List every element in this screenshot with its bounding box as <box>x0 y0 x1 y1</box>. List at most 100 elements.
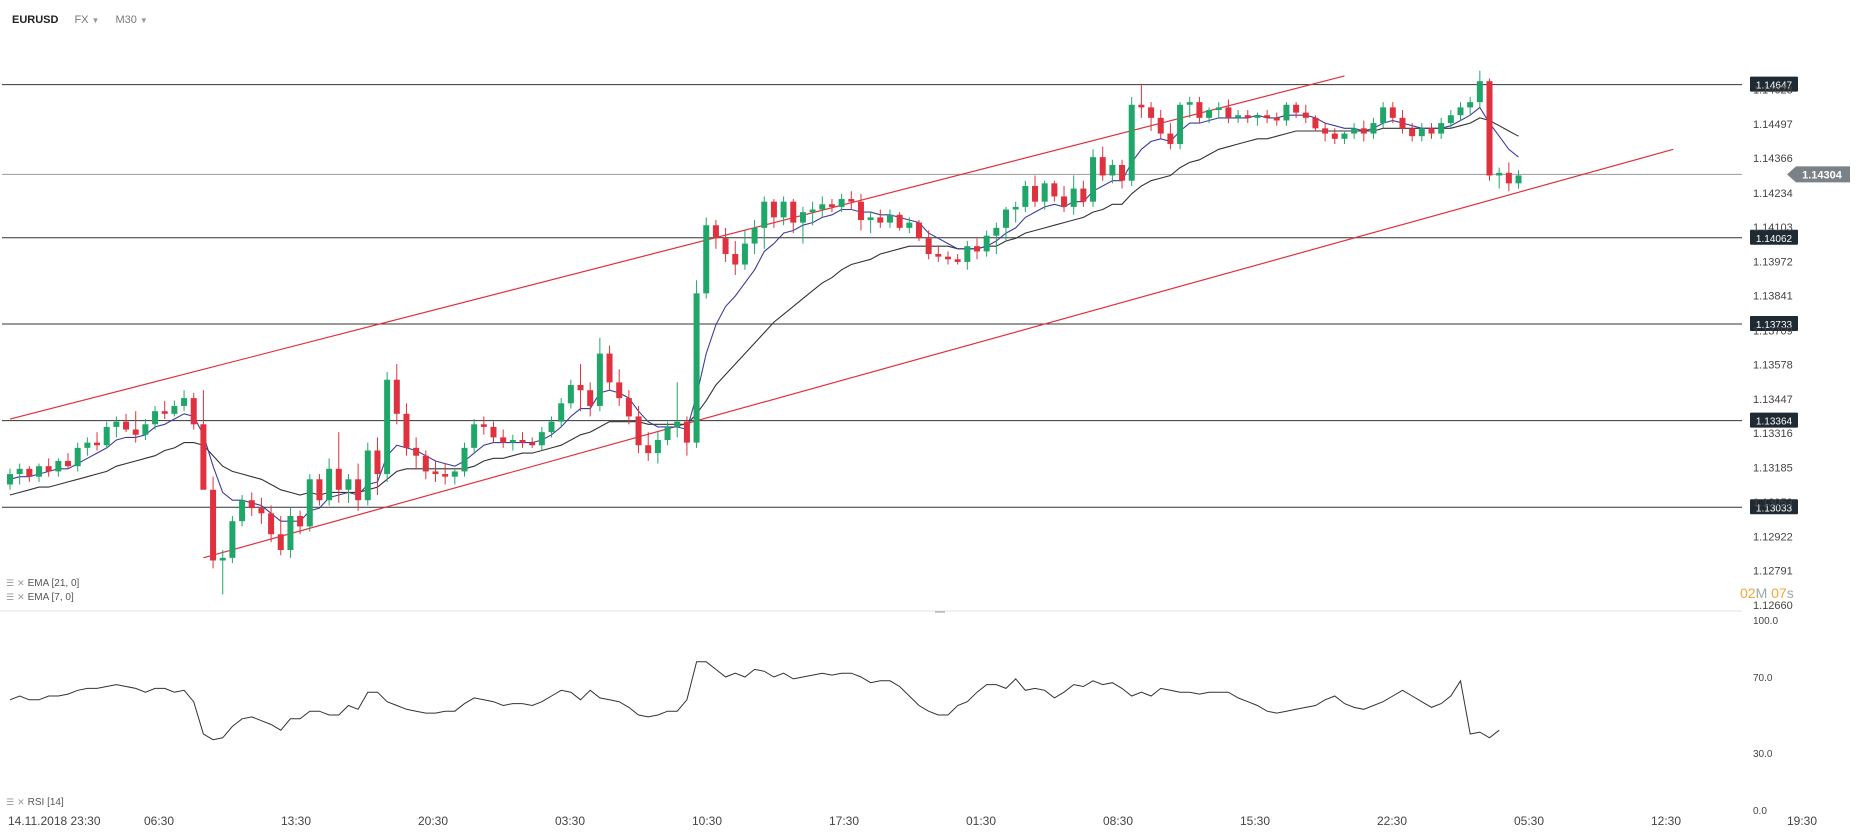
candle-body <box>751 227 758 244</box>
candle <box>103 421 110 448</box>
candle <box>1505 162 1512 192</box>
candle <box>1360 120 1367 142</box>
price-level-label: 1.14647 <box>1756 81 1793 92</box>
candle <box>384 371 391 482</box>
candle <box>1167 123 1174 150</box>
candle-body <box>123 421 130 430</box>
candle <box>1370 117 1377 139</box>
candle-body <box>1428 128 1435 134</box>
candle-body <box>1148 107 1155 118</box>
chart-header: EURUSD FX ▼ M30 ▼ <box>12 14 148 26</box>
candle <box>741 230 748 270</box>
candle-body <box>335 468 342 490</box>
candle-body <box>1380 107 1387 124</box>
price-level-badge <box>1750 76 1798 92</box>
candle <box>828 199 835 213</box>
candle <box>1341 130 1348 145</box>
indicator-ema21[interactable]: ☰ ✕ EMA [21, 0] <box>6 578 79 589</box>
ema21-line <box>9 117 1519 496</box>
candle <box>345 474 352 503</box>
candle <box>529 437 536 448</box>
candle-body <box>915 222 922 239</box>
y-tick-label: 1.13972 <box>1753 256 1793 268</box>
candle <box>1090 149 1097 207</box>
candle <box>1206 107 1213 124</box>
candle <box>1273 112 1280 126</box>
candle <box>268 505 275 543</box>
candle-body <box>355 479 362 501</box>
candle-body <box>1264 115 1271 118</box>
candle-body <box>654 440 661 454</box>
indicator-ema21-label: EMA [21, 0] <box>27 578 80 589</box>
candle-body <box>616 382 623 399</box>
close-icon[interactable]: ✕ <box>17 578 25 588</box>
candle <box>277 515 284 556</box>
candle <box>219 550 226 595</box>
y-tick-label: 1.12791 <box>1753 566 1793 578</box>
candle <box>664 421 671 446</box>
candle-body <box>1351 128 1358 134</box>
menu-icon[interactable]: ☰ <box>6 797 15 807</box>
candle-body <box>36 466 43 477</box>
symbol-label[interactable]: EURUSD <box>12 14 59 26</box>
x-tick-label: 19:30 <box>1787 814 1817 828</box>
candle-body <box>529 442 536 446</box>
menu-icon[interactable]: ☰ <box>6 592 15 602</box>
candle <box>26 466 33 482</box>
candle <box>964 240 971 270</box>
candle-body <box>1505 172 1512 184</box>
candle <box>683 416 690 456</box>
candle-body <box>500 437 507 443</box>
candle-body <box>935 254 942 257</box>
market-selector[interactable]: FX ▼ <box>74 14 99 26</box>
candle <box>877 209 884 228</box>
close-icon[interactable]: ✕ <box>17 797 25 807</box>
candle-countdown: 02M 07s <box>1740 585 1794 601</box>
candle <box>809 201 816 226</box>
menu-icon[interactable]: ☰ <box>6 578 15 588</box>
candle <box>442 463 449 485</box>
candle <box>770 199 777 228</box>
candle-body <box>693 293 700 443</box>
candle-body <box>277 534 284 550</box>
candle <box>1438 117 1445 139</box>
price-level-label: 1.13364 <box>1756 417 1793 428</box>
candle-body <box>1273 117 1280 121</box>
candle <box>558 398 565 427</box>
candle-body <box>103 426 110 446</box>
candle <box>123 413 130 433</box>
y-tick-label: 1.13185 <box>1753 463 1793 475</box>
candle <box>1225 99 1232 124</box>
candle-body <box>384 379 391 475</box>
indicator-rsi[interactable]: ☰ ✕ RSI [14] <box>6 797 64 808</box>
candle-body <box>1360 128 1367 134</box>
candle <box>1351 123 1358 139</box>
indicator-ema7[interactable]: ☰ ✕ EMA [7, 0] <box>6 592 74 603</box>
candle-body <box>248 500 255 509</box>
candle <box>74 442 81 472</box>
candle <box>1186 96 1193 118</box>
candle <box>548 416 555 438</box>
candle <box>954 254 961 265</box>
candle <box>229 515 236 564</box>
y-tick-label: 1.13447 <box>1753 394 1793 406</box>
candle-body <box>790 201 797 223</box>
candle <box>1032 175 1039 207</box>
candle-body <box>1003 209 1010 228</box>
close-icon[interactable]: ✕ <box>17 592 25 602</box>
candle-body <box>65 460 72 467</box>
candle <box>886 209 893 228</box>
candle <box>1457 102 1464 121</box>
chevron-down-icon: ▼ <box>91 16 100 25</box>
candle-body <box>1447 115 1454 124</box>
candle <box>1215 102 1222 118</box>
candle-body <box>316 479 323 501</box>
candle <box>471 419 478 454</box>
candle <box>1254 112 1261 126</box>
candles <box>7 70 1522 595</box>
candle <box>1331 128 1338 145</box>
candle <box>248 492 255 516</box>
timeframe-selector[interactable]: M30 ▼ <box>115 14 147 26</box>
candle-body <box>84 442 91 448</box>
